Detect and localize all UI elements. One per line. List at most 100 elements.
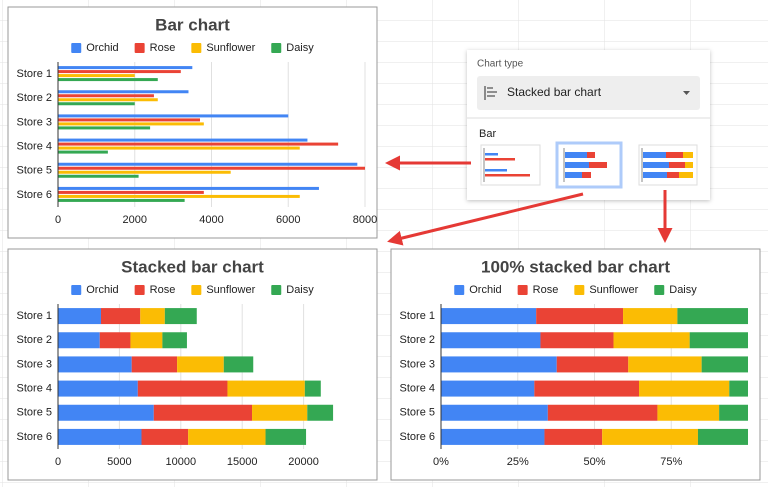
legend: Orchid Rose Sunflower Daisy	[71, 284, 314, 296]
bar	[58, 118, 200, 122]
legend-swatch	[134, 43, 145, 53]
bar-segment	[130, 332, 163, 349]
legend-swatch	[191, 43, 202, 53]
bar	[58, 150, 108, 154]
y-tick-label: Store 2	[17, 334, 52, 346]
x-tick-label: 75%	[660, 456, 682, 468]
bar-segment	[131, 356, 178, 373]
bar-segment	[223, 356, 254, 373]
x-tick-label: 0	[55, 456, 61, 468]
bar-segment	[441, 404, 548, 421]
bar	[58, 78, 158, 82]
legend-swatch	[654, 285, 665, 295]
y-tick-label: Store 2	[17, 92, 52, 104]
y-tick-label: Store 5	[17, 407, 52, 419]
bar-segment	[613, 332, 690, 349]
y-tick-label: Store 3	[400, 358, 435, 370]
bar	[58, 122, 204, 126]
panel-label: Chart type	[477, 59, 524, 70]
legend-label: Orchid	[86, 42, 118, 54]
x-tick-label: 10000	[166, 456, 197, 468]
legend: Orchid Rose Sunflower Daisy	[454, 284, 697, 296]
thumb-bar[interactable]	[480, 144, 541, 186]
bar	[58, 90, 189, 94]
bar-segment	[639, 380, 730, 397]
thumb-percent[interactable]	[638, 144, 698, 186]
bar	[58, 142, 339, 146]
legend-swatch	[271, 43, 282, 53]
bar-segment	[265, 428, 307, 445]
bar	[58, 98, 158, 102]
y-tick-label: Store 1	[400, 310, 435, 322]
chart: 100% stacked bar chart Orchid Rose Sunflowe…	[390, 248, 761, 481]
bar-segment	[628, 356, 702, 373]
thumb-stacked[interactable]	[555, 141, 623, 189]
legend-swatch	[134, 285, 145, 295]
bar-segment	[441, 356, 557, 373]
bar	[58, 126, 151, 130]
bar-segment	[141, 428, 189, 445]
bar-segment	[534, 380, 640, 397]
bar	[58, 74, 135, 78]
y-tick-label: Store 2	[400, 334, 435, 346]
bar-segment	[153, 404, 253, 421]
chart-title: Stacked bar chart	[121, 257, 264, 276]
chart: Stacked bar chart Orchid Rose Sunflower Dais…	[7, 248, 378, 481]
bar-segment	[188, 428, 266, 445]
bar	[58, 102, 135, 106]
x-tick-label: 20000	[288, 456, 319, 468]
bar-segment	[677, 308, 748, 325]
bar-segment	[307, 404, 334, 421]
chart-type-dropdown[interactable]	[477, 76, 700, 110]
bar-segment	[100, 308, 141, 325]
chart: Bar chart Orchid Rose Sunflower Daisy 0 2000 40…	[7, 6, 378, 239]
legend-swatch	[454, 285, 465, 295]
legend-swatch	[517, 285, 528, 295]
chart-title: Bar chart	[155, 15, 230, 34]
x-tick-label: 15000	[227, 456, 258, 468]
y-tick-label: Store 6	[400, 431, 435, 443]
x-tick-label: 25%	[507, 456, 529, 468]
dropdown-value: Stacked bar chart	[507, 85, 602, 99]
bar	[58, 114, 289, 118]
legend-swatch	[271, 285, 282, 295]
legend-swatch	[71, 285, 82, 295]
bar	[58, 146, 300, 150]
bar-segment	[689, 332, 748, 349]
legend-label: Rose	[150, 284, 176, 296]
legend-label: Daisy	[286, 284, 314, 296]
bar-segment	[719, 404, 748, 421]
bar-segment	[544, 428, 603, 445]
bar-segment	[441, 380, 535, 397]
y-tick-label: Store 3	[17, 116, 52, 128]
bar-segment	[58, 428, 142, 445]
bar-segment	[701, 356, 748, 373]
bar-segment	[304, 380, 321, 397]
y-tick-label: Store 4	[17, 382, 52, 394]
x-tick-label: 0	[55, 214, 61, 226]
legend-label: Rose	[150, 42, 176, 54]
y-tick-label: Store 5	[17, 165, 52, 177]
bar	[58, 186, 319, 190]
bar	[58, 166, 365, 170]
bar-segment	[58, 356, 132, 373]
bar-segment	[657, 404, 720, 421]
bar-segment	[58, 404, 154, 421]
bar	[58, 94, 154, 98]
x-tick-label: 0%	[433, 456, 449, 468]
bar-segment	[602, 428, 698, 445]
bar-segment	[227, 380, 305, 397]
legend-label: Sunflower	[589, 284, 638, 296]
bar-segment	[58, 308, 101, 325]
bar	[58, 174, 139, 178]
bar-segment	[441, 332, 541, 349]
legend-label: Orchid	[469, 284, 501, 296]
chart-type-panel: Chart type Stacked bar chart Bar	[467, 50, 710, 200]
bar-segment	[99, 332, 131, 349]
legend-label: Sunflower	[206, 42, 255, 54]
bar-segment	[137, 380, 228, 397]
bar-segment	[547, 404, 658, 421]
legend-label: Rose	[533, 284, 559, 296]
